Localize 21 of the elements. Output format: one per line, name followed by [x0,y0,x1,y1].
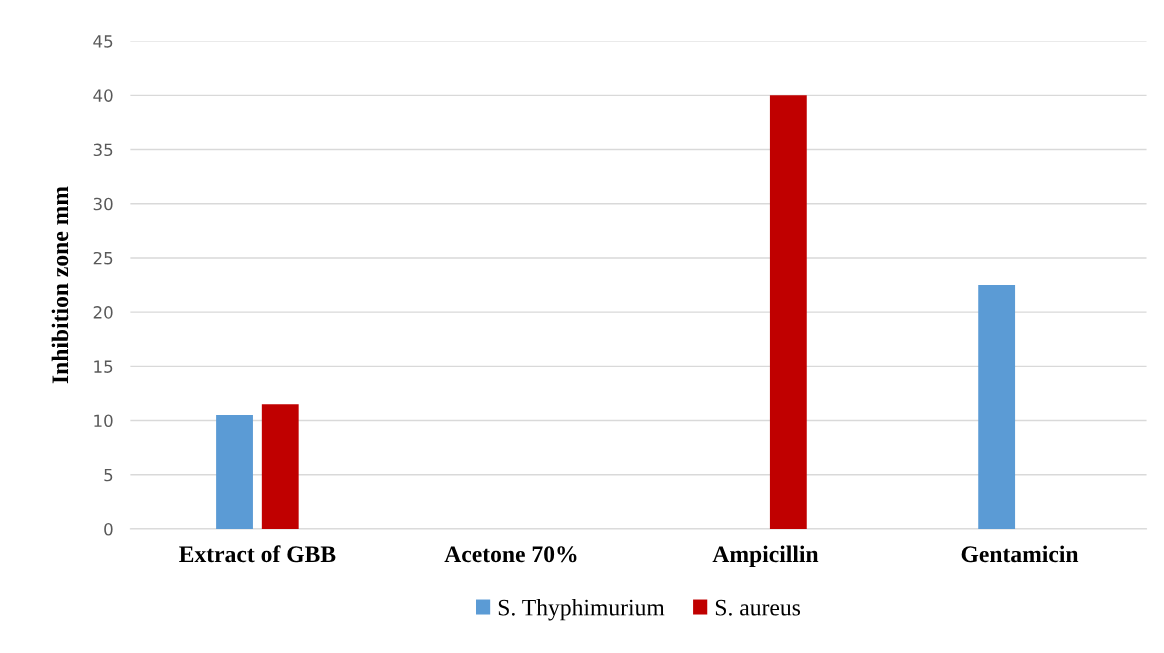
x-tick-label: Ampicillin [712,545,819,568]
bar [978,285,1016,529]
legend-label: S. Thyphimurium [498,598,665,621]
y-tick-label: 15 [94,360,113,373]
y-tick-label: 10 [94,414,113,428]
x-tick-label: Extract of GBB [179,545,336,563]
x-tick-label: Gentamicin [961,545,1079,563]
y-axis-title: Inhibition zone mm [51,186,69,384]
y-tick-label: 20 [93,306,113,319]
y-tick-label: 40 [93,89,113,102]
y-tick-label: 5 [104,468,113,482]
bar [261,404,299,529]
y-tick-label: 0 [104,522,113,536]
x-tick-label: Acetone 70% [444,546,577,563]
y-tick-label: 45 [93,35,113,48]
bar [769,95,807,529]
y-tick-label: 35 [93,143,113,157]
bar [216,415,253,529]
y-tick-label: 30 [93,197,113,211]
y-tick-label: 25 [93,251,113,265]
legend-label: S. aureus [715,599,801,616]
